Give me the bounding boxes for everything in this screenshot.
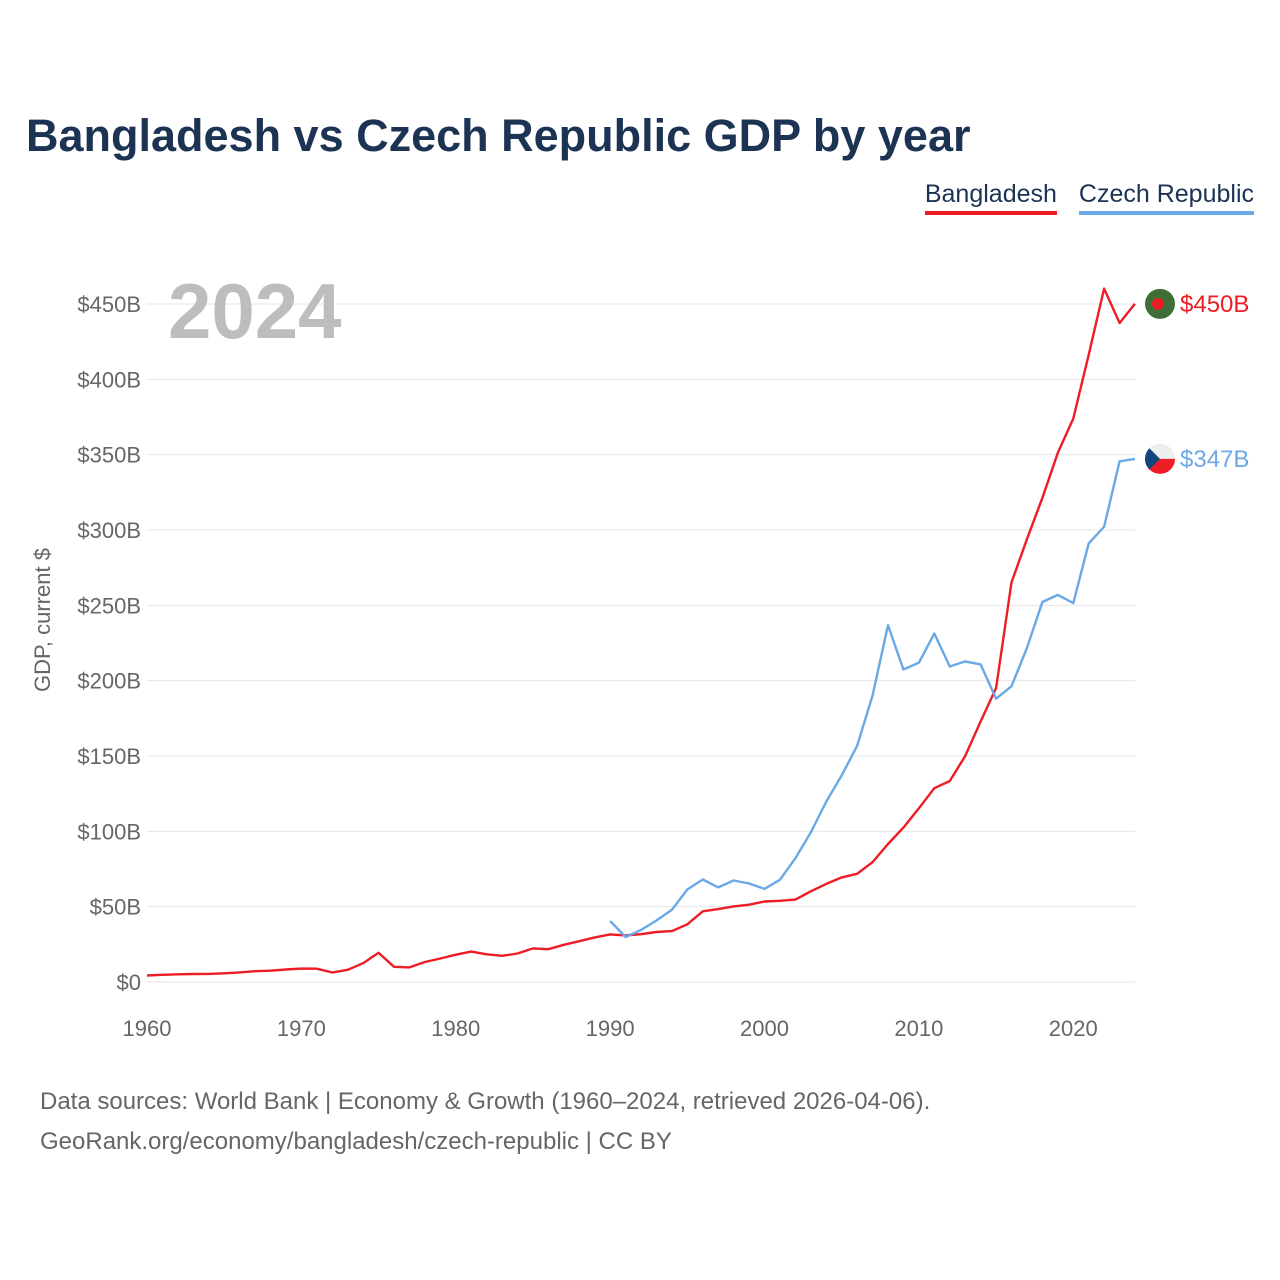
y-tick-label: $150B [77,744,141,769]
x-tick-label: 1980 [431,1016,480,1041]
y-axis-ticks: $0 $50B $100B $150B $200B $250B $300B $350B $400… [77,292,141,995]
series-lines [146,287,1136,977]
footer: Data sources: World Bank | Economy & Gro… [40,1082,930,1162]
y-tick-label: $400B [77,367,141,392]
end-value-label: $450B [1180,291,1249,318]
x-tick-label: 1960 [123,1016,172,1041]
y-tick-label: $450B [77,292,141,317]
x-axis-ticks: 1960 1970 1980 1990 2000 2010 2020 [123,1016,1098,1041]
series-end-markers: $450B $347B [1145,288,1249,474]
y-tick-label: $200B [77,669,141,694]
series-line-czech-republic[interactable] [609,457,1136,939]
legend-item-czech-republic[interactable]: Czech Republic [1078,180,1254,215]
y-tick-label: $350B [77,443,141,468]
chart-title: Bangladesh vs Czech Republic GDP by year [26,110,971,161]
czech-flag-icon [1145,443,1175,474]
series-line-bangladesh[interactable] [146,287,1136,977]
bangladesh-flag-icon [1145,288,1175,319]
y-tick-label: $0 [117,970,141,995]
end-value-label: $347B [1180,446,1249,473]
y-tick-label: $250B [77,593,141,618]
x-tick-label: 2020 [1049,1016,1098,1041]
data-source-text: Data sources: World Bank | Economy & Gro… [40,1088,931,1115]
y-tick-label: $100B [77,819,141,844]
y-axis-label: GDP, current $ [30,548,55,692]
attribution-link[interactable]: GeoRank.org/economy/bangladesh/czech-rep… [40,1128,672,1155]
x-tick-label: 2000 [740,1016,789,1041]
legend-item-bangladesh[interactable]: Bangladesh [924,180,1057,215]
grid-lines [147,303,1135,983]
legend: Bangladesh Czech Republic [924,180,1254,215]
x-tick-label: 2010 [894,1016,943,1041]
y-tick-label: $300B [77,518,141,543]
x-tick-label: 1970 [277,1016,326,1041]
x-tick-label: 1990 [586,1016,635,1041]
y-tick-label: $50B [90,895,141,920]
year-label: 2024 [168,267,342,355]
